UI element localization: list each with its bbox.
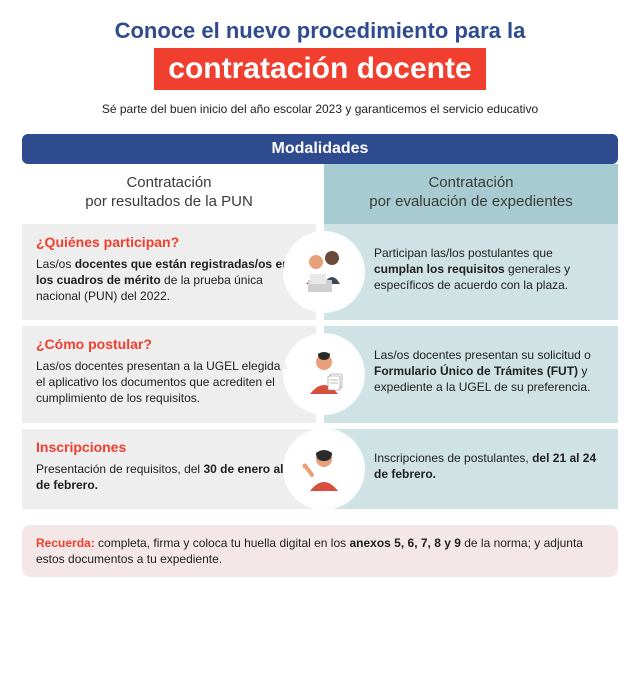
modalities-grid: Contratación por resultados de la PUN Co…	[22, 164, 618, 509]
row1-label: ¿Quiénes participan?	[36, 234, 302, 250]
title-highlight: contratación docente	[154, 48, 485, 90]
col-header-left-l2: por resultados de la PUN	[85, 193, 253, 210]
col-header-right: Contratación por evaluación de expedient…	[324, 164, 618, 224]
row1-right-text: Participan las/los postulantes que cumpl…	[374, 245, 604, 294]
title-line1: Conoce el nuevo procedimiento para la	[22, 18, 618, 44]
row2-left: ¿Cómo postular? Las/os docentes presenta…	[22, 326, 316, 423]
people-laptop-icon	[286, 234, 362, 310]
col-header-right-l1: Contratación	[428, 174, 513, 191]
col-header-left-l1: Contratación	[126, 174, 211, 191]
row3-left-text: Presentación de requisitos, del 30 de en…	[36, 461, 302, 493]
footer-lead: Recuerda:	[36, 536, 95, 550]
person-pointing-icon	[286, 431, 362, 507]
subtitle: Sé parte del buen inicio del año escolar…	[22, 102, 618, 116]
footer-note: Recuerda: completa, firma y coloca tu hu…	[22, 525, 618, 577]
row2-right: Las/os docentes presentan su solicitud o…	[324, 326, 618, 423]
title-block: Conoce el nuevo procedimiento para la co…	[22, 18, 618, 90]
col-header-right-l2: por evaluación de expedientes	[369, 193, 572, 210]
row1-right: Participan las/los postulantes que cumpl…	[324, 224, 618, 321]
row2-label: ¿Cómo postular?	[36, 336, 302, 352]
row3-left: Inscripciones Presentación de requisitos…	[22, 429, 316, 509]
row1-left: ¿Quiénes participan? Las/os docentes que…	[22, 224, 316, 321]
col-header-left: Contratación por resultados de la PUN	[22, 164, 316, 224]
row3-right: Inscripciones de postulantes, del 21 al …	[324, 429, 618, 509]
person-documents-icon	[286, 336, 362, 412]
infographic: Conoce el nuevo procedimiento para la co…	[0, 0, 640, 591]
row3-label: Inscripciones	[36, 439, 302, 455]
row3-right-text: Inscripciones de postulantes, del 21 al …	[374, 450, 604, 482]
row1-left-text: Las/os docentes que están registradas/os…	[36, 256, 302, 305]
section-banner: Modalidades	[22, 134, 618, 164]
row2-right-text: Las/os docentes presentan su solicitud o…	[374, 347, 604, 396]
row2-left-text: Las/os docentes presentan a la UGEL eleg…	[36, 358, 302, 407]
